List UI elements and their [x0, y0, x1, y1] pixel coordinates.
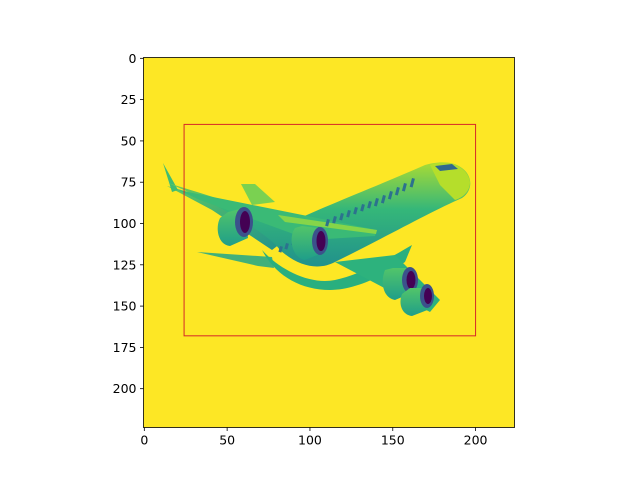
y-tick-label: 200 — [113, 381, 137, 396]
y-tick-label: 150 — [113, 299, 137, 314]
fuselage — [168, 162, 471, 267]
engine-4 — [400, 284, 434, 316]
x-tick-label: 150 — [381, 433, 405, 448]
y-tick-label: 75 — [121, 175, 137, 190]
x-tick-label: 50 — [219, 433, 235, 448]
x-axis: 0 50 100 150 200 — [140, 427, 488, 448]
nose — [430, 162, 470, 200]
tail-fin — [163, 163, 178, 192]
dorsal-fin — [241, 184, 275, 205]
y-tick-label: 175 — [113, 340, 137, 355]
y-tick-label: 50 — [121, 133, 137, 148]
y-tick-label: 100 — [113, 216, 137, 231]
x-tick-label: 200 — [464, 433, 488, 448]
x-tick-label: 0 — [140, 433, 148, 448]
image-area — [143, 57, 515, 428]
engine-2 — [291, 226, 328, 260]
lower-hull — [262, 245, 412, 290]
engine-1 — [217, 207, 253, 246]
y-axis: 0 25 50 75 100 125 150 175 200 — [113, 51, 144, 396]
y-tick-label: 0 — [129, 51, 137, 66]
airplane-image — [163, 162, 471, 316]
tail-stabilizer — [197, 252, 274, 268]
y-tick-label: 125 — [113, 257, 137, 272]
axes-frame — [143, 57, 515, 428]
y-tick-label: 25 — [121, 92, 137, 107]
x-tick-label: 100 — [298, 433, 322, 448]
cockpit-window — [435, 164, 458, 171]
bounding-box — [183, 123, 477, 337]
